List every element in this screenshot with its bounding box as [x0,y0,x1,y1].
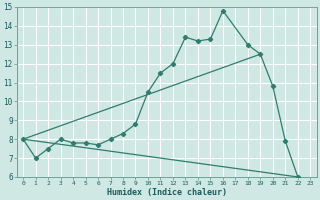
X-axis label: Humidex (Indice chaleur): Humidex (Indice chaleur) [107,188,227,197]
